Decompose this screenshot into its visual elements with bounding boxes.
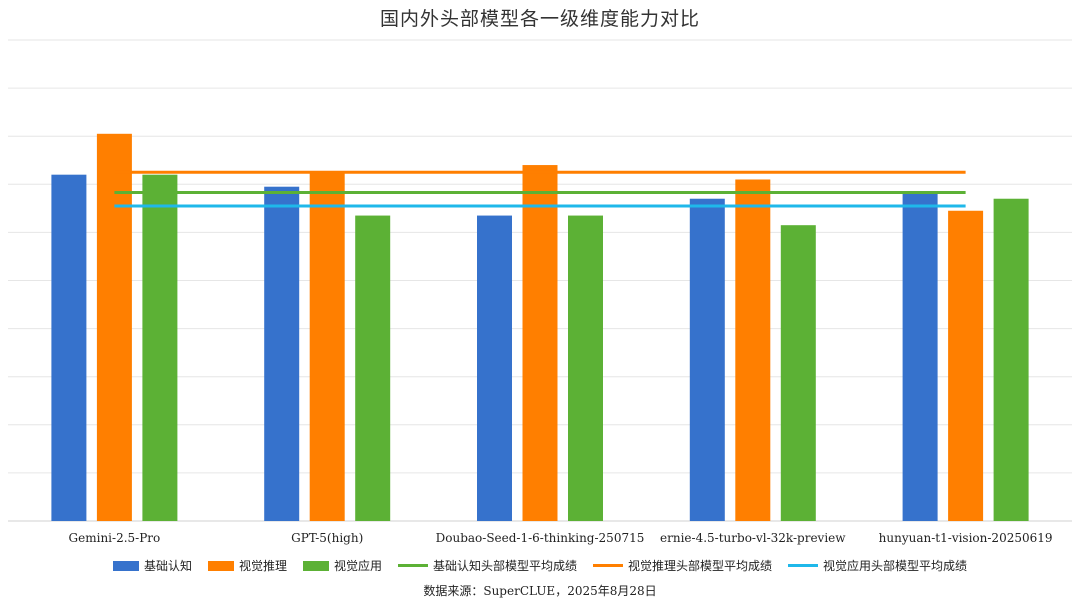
- bar-1-1: [309, 172, 345, 521]
- legend-item-series-1: 视觉推理: [207, 557, 287, 574]
- bar-2-2: [568, 215, 603, 521]
- bar-3-2: [780, 225, 816, 521]
- legend-swatch: [112, 560, 139, 571]
- bar-2-0: [477, 215, 512, 521]
- legend-item-ref-1: 视觉推理头部模型平均成绩: [593, 557, 772, 574]
- legend-line-swatch: [788, 564, 819, 567]
- legend-line-swatch: [593, 564, 624, 567]
- bar-1-0: [264, 186, 300, 521]
- legend-item-series-2: 视觉应用: [302, 557, 382, 574]
- category-label: Gemini-2.5-Pro: [69, 531, 161, 545]
- legend-item-series-0: 基础认知: [112, 557, 192, 574]
- legend-label: 基础认知头部模型平均成绩: [433, 559, 578, 573]
- legend-item-ref-0: 基础认知头部模型平均成绩: [398, 557, 577, 574]
- legend-label: 视觉推理头部模型平均成绩: [628, 559, 773, 573]
- category-label: ernie-4.5-turbo-vl-32k-preview: [660, 531, 846, 545]
- bar-4-2: [993, 198, 1029, 522]
- category-label: hunyuan-t1-vision-20250619: [879, 531, 1053, 545]
- legend-label: 视觉应用头部模型平均成绩: [823, 559, 968, 573]
- bar-3-1: [735, 179, 771, 522]
- bar-4-1: [948, 210, 984, 521]
- bar-2-1: [522, 165, 558, 521]
- bar-3-0: [689, 198, 725, 522]
- bar-0-1: [96, 133, 132, 522]
- bar-0-0: [51, 174, 87, 521]
- chart-title: 国内外头部模型各一级维度能力对比: [379, 8, 700, 30]
- legend-item-ref-2: 视觉应用头部模型平均成绩: [788, 557, 967, 574]
- legend-line-swatch: [398, 564, 428, 567]
- legend-swatch: [207, 560, 234, 571]
- legend: 基础认知 视觉推理 视觉应用 基础认知头部模型平均成绩 视觉推理头部模型平均成绩…: [0, 557, 1080, 574]
- legend-swatch: [302, 560, 329, 571]
- legend-label: 视觉应用: [333, 559, 382, 573]
- category-label: GPT-5(high): [291, 531, 363, 545]
- bar-4-0: [902, 193, 938, 522]
- bar-1-2: [355, 215, 391, 521]
- data-source-note: 数据来源：SuperCLUE，2025年8月28日: [423, 584, 657, 598]
- category-labels: Gemini-2.5-Pro GPT-5(high) Doubao-Seed-1-6…: [69, 531, 1053, 545]
- legend-label: 基础认知: [143, 559, 192, 573]
- legend-label: 视觉推理: [238, 559, 287, 573]
- category-label: Doubao-Seed-1-6-thinking-250715: [436, 531, 645, 545]
- bars: [51, 133, 1029, 522]
- bar-0-2: [142, 174, 178, 521]
- reference-lines: [114, 170, 966, 208]
